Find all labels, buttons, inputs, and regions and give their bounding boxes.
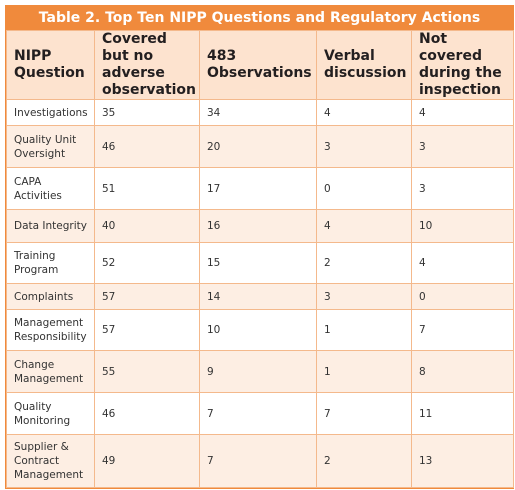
cell: 7 (199, 392, 317, 435)
cell: 11 (411, 392, 514, 435)
cell: 46 (94, 125, 200, 168)
cell: 0 (316, 167, 412, 210)
cell: 13 (411, 434, 514, 488)
cell: 2 (316, 434, 412, 488)
row-label: Quality Unit Oversight (6, 125, 95, 168)
cell: 4 (316, 209, 412, 243)
cell: 3 (411, 125, 514, 168)
cell: 7 (411, 309, 514, 351)
table-row: Quality Unit Oversight 46 20 3 3 (6, 125, 514, 168)
cell: 15 (199, 242, 317, 284)
cell: 55 (94, 350, 200, 393)
header-cell: 483 Observations (199, 30, 317, 100)
table: NIPP Question Covered but no adverse obse… (6, 30, 514, 488)
cell: 10 (411, 209, 514, 243)
cell: 40 (94, 209, 200, 243)
table-row: Quality Monitoring 46 7 7 11 (6, 392, 514, 435)
row-label: Quality Monitoring (6, 392, 95, 435)
cell: 46 (94, 392, 200, 435)
table-title: Table 2. Top Ten NIPP Questions and Regu… (6, 6, 513, 30)
header-cell: Verbal discussion (316, 30, 412, 100)
header-cell: Not covered during the inspection (411, 30, 514, 100)
cell: 4 (316, 99, 412, 126)
cell: 16 (199, 209, 317, 243)
cell: 34 (199, 99, 317, 126)
table-row: Management Responsibility 57 10 1 7 (6, 309, 514, 351)
cell: 35 (94, 99, 200, 126)
cell: 49 (94, 434, 200, 488)
row-label: Investigations (6, 99, 95, 126)
table-row: CAPA Activities 51 17 0 3 (6, 167, 514, 210)
table-row: Data Integrity 40 16 4 10 (6, 209, 514, 243)
cell: 20 (199, 125, 317, 168)
row-label: Management Responsibility (6, 309, 95, 351)
table-row: Training Program 52 15 2 4 (6, 242, 514, 284)
cell: 8 (411, 350, 514, 393)
table-row: Investigations 35 34 4 4 (6, 99, 514, 126)
cell: 3 (316, 283, 412, 310)
cell: 7 (199, 434, 317, 488)
cell: 1 (316, 350, 412, 393)
table-container: Table 2. Top Ten NIPP Questions and Regu… (5, 5, 514, 489)
cell: 3 (411, 167, 514, 210)
cell: 51 (94, 167, 200, 210)
header-row: NIPP Question Covered but no adverse obse… (6, 30, 514, 100)
cell: 1 (316, 309, 412, 351)
header-cell: NIPP Question (6, 30, 95, 100)
row-label: CAPA Activities (6, 167, 95, 210)
table-row: Change Management 55 9 1 8 (6, 350, 514, 393)
cell: 3 (316, 125, 412, 168)
cell: 0 (411, 283, 514, 310)
cell: 4 (411, 242, 514, 284)
cell: 2 (316, 242, 412, 284)
table-body: Investigations 35 34 4 4 Quality Unit Oversig… (6, 99, 514, 488)
row-label: Complaints (6, 283, 95, 310)
cell: 7 (316, 392, 412, 435)
cell: 17 (199, 167, 317, 210)
cell: 57 (94, 309, 200, 351)
cell: 14 (199, 283, 317, 310)
table-row: Complaints 57 14 3 0 (6, 283, 514, 310)
row-label: Data Integrity (6, 209, 95, 243)
cell: 10 (199, 309, 317, 351)
cell: 57 (94, 283, 200, 310)
header-cell: Covered but no adverse observation (94, 30, 200, 100)
row-label: Change Management (6, 350, 95, 393)
cell: 9 (199, 350, 317, 393)
cell: 4 (411, 99, 514, 126)
row-label: Supplier & Contract Management (6, 434, 95, 488)
cell: 52 (94, 242, 200, 284)
table-row: Supplier & Contract Management 49 7 2 13 (6, 434, 514, 488)
row-label: Training Program (6, 242, 95, 284)
